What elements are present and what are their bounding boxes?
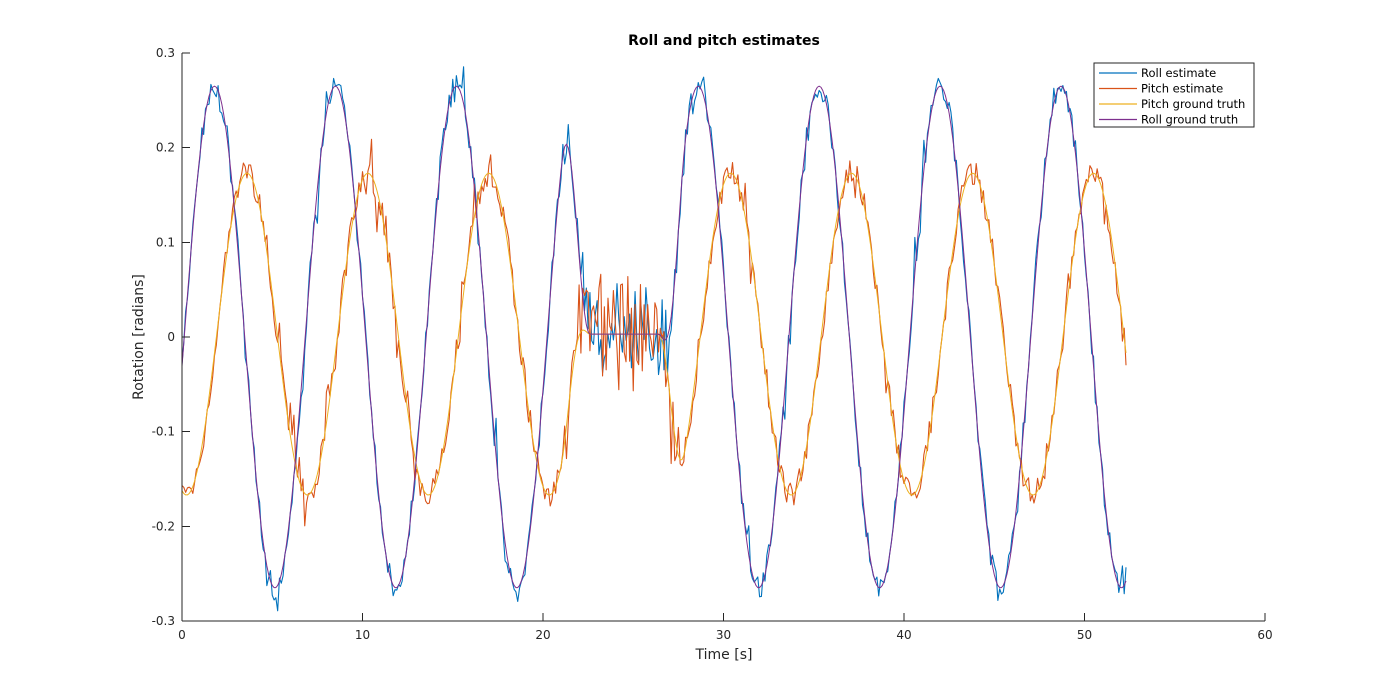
x-tick-label: 60	[1257, 628, 1272, 642]
series-line-roll-ground-truth	[182, 85, 1127, 589]
x-tick-label: 0	[178, 628, 186, 642]
legend-label: Roll ground truth	[1141, 113, 1238, 127]
x-tick-label: 20	[535, 628, 550, 642]
plot-area: 0 10 20 30 40 50 60 -0.3 -0.2 -0.1 0 0.1 0.2 0.3	[152, 46, 1273, 642]
legend-label: Pitch ground truth	[1141, 97, 1245, 111]
legend-label: Pitch estimate	[1141, 82, 1223, 96]
y-tick-label: -0.3	[152, 614, 175, 628]
legend-label: Roll estimate	[1141, 66, 1216, 80]
x-tick-label: 30	[716, 628, 731, 642]
y-tick-label: 0.2	[156, 141, 175, 155]
y-tick-label: -0.2	[152, 519, 175, 533]
chart-title: Roll and pitch estimates	[628, 33, 820, 49]
x-tick-label: 10	[355, 628, 370, 642]
y-tick-label: 0.1	[156, 235, 175, 249]
x-tick-label: 50	[1077, 628, 1092, 642]
legend-box	[1093, 62, 1255, 128]
y-tick-label: -0.1	[152, 425, 175, 439]
y-tick-label: 0	[167, 330, 175, 344]
y-axis-label: Rotation [radians]	[131, 274, 147, 400]
x-tick-label: 40	[896, 628, 911, 642]
series-line-roll-estimate	[182, 66, 1127, 612]
y-tick-label: 0.3	[156, 46, 175, 60]
series-line-pitch-estimate	[182, 138, 1127, 527]
x-axis-label: Time [s]	[695, 647, 753, 663]
